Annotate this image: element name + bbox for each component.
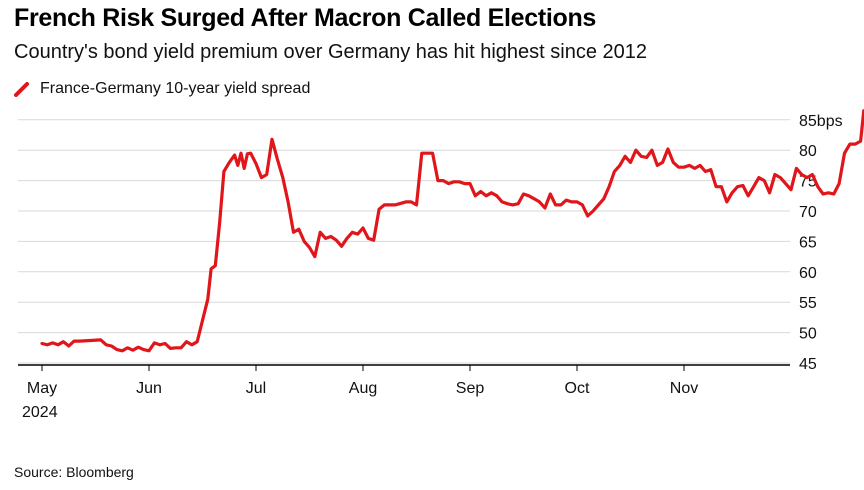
x-tick-label: Oct (565, 380, 590, 397)
y-tick-label: 85bps (799, 113, 843, 130)
y-tick-label: 45 (799, 356, 817, 373)
x-tick-label: May (27, 380, 57, 397)
y-tick-label: 65 (799, 234, 817, 251)
y-tick-label: 55 (799, 295, 817, 312)
x-tick-sublabel: 2024 (22, 404, 58, 421)
y-tick-label: 80 (799, 143, 817, 160)
x-tick-label: Nov (670, 380, 698, 397)
legend-label: France-Germany 10-year yield spread (40, 80, 311, 97)
chart-title: French Risk Surged After Macron Called E… (14, 4, 597, 32)
y-tick-label: 50 (799, 326, 817, 343)
x-tick-label: Aug (349, 380, 377, 397)
x-tick-label: Jun (136, 380, 162, 397)
x-tick-label: Sep (456, 380, 485, 397)
legend: France-Germany 10-year yield spread (14, 78, 310, 100)
x-tick-label: Jul (246, 380, 266, 397)
legend-swatch-icon (14, 82, 29, 97)
chart-subtitle: Country's bond yield premium over German… (14, 41, 648, 63)
source-note: Source: Bloomberg (14, 464, 134, 480)
y-tick-label: 70 (799, 204, 817, 221)
y-tick-label: 60 (799, 265, 817, 282)
series-line-yield-spread (40, 109, 864, 353)
